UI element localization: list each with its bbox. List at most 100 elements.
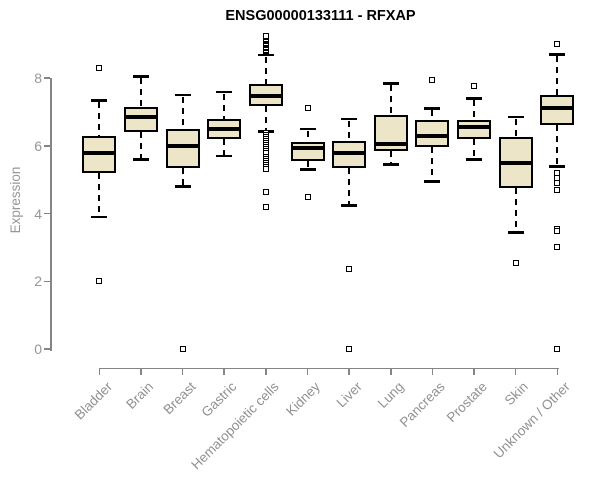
whisker-upper-kidney [306,130,309,143]
y-tick-label: 6 [34,137,42,154]
whisker-cap-upper-gastric [216,90,233,94]
whisker-cap-lower-lung [382,163,399,166]
whisker-cap-upper-brain [132,75,149,78]
outlier-kidney [304,193,311,200]
x-tick-label: Bladder [71,379,115,423]
median-hematopoietic-cells [248,93,283,98]
median-gastric [207,126,242,131]
y-tick-label: 0 [34,341,42,357]
outlier-skin [512,259,519,266]
whisker-lower-kidney [306,160,309,169]
y-axis-label: Expression [8,166,23,234]
x-tick-label: Liver [333,379,365,411]
median-skin [498,160,533,165]
x-axis-tick [473,369,475,375]
x-tick-label: Kidney [283,379,324,419]
outlier-bladder [96,278,103,285]
outlier-unknown-other [554,186,561,193]
y-tick-label: 4 [34,205,42,222]
x-axis-tick [265,369,267,375]
outlier-prostate [471,83,478,90]
y-axis-tick [44,280,50,282]
whisker-cap-lower-prostate [466,158,483,161]
whisker-upper-unknown-other [556,56,559,95]
whisker-cap-lower-gastric [216,154,233,158]
whisker-cap-upper-bladder [91,99,108,102]
median-prostate [457,125,492,130]
median-breast [165,143,200,148]
whisker-upper-breast [181,96,184,129]
whisker-lower-pancreas [431,147,434,181]
whisker-cap-lower-liver [341,204,358,207]
y-tick-label: 2 [34,273,42,290]
whisker-upper-liver [348,120,351,141]
x-axis-tick [306,369,309,375]
whisker-cap-upper-unknown-other [549,53,566,56]
whisker-lower-liver [348,167,351,205]
whisker-lower-breast [181,167,184,186]
whisker-lower-prostate [473,138,476,159]
outlier-pancreas [429,76,436,83]
box-prostate [457,120,492,139]
x-axis-tick [431,369,434,375]
median-brain [123,114,158,119]
whisker-lower-gastric [223,138,226,155]
whisker-lower-bladder [98,172,101,216]
y-axis-line [50,78,52,351]
whisker-upper-bladder [98,102,101,136]
whisker-cap-upper-kidney [299,127,316,131]
whisker-cap-upper-liver [341,117,358,121]
x-axis-tick [223,369,225,375]
x-tick-label: Pancreas [397,379,449,430]
chart-title: ENSG00000133111 - RFXAP [225,8,416,24]
box-kidney [290,142,325,161]
whisker-cap-upper-skin [507,115,524,119]
whisker-upper-skin [514,118,517,138]
x-tick-label: Unknown / Other [490,379,573,462]
median-lung [373,142,408,147]
median-bladder [82,150,117,155]
y-axis-tick [44,212,50,215]
x-axis-tick [390,369,392,375]
outlier-unknown-other [554,180,561,186]
x-tick-label: Prostate [443,379,490,426]
whisker-cap-upper-pancreas [424,107,441,110]
y-axis-tick [44,348,50,350]
x-axis-tick [514,369,517,375]
outlier-kidney [304,105,311,112]
outlier-unknown-other [554,41,561,48]
whisker-upper-prostate [473,100,476,121]
whisker-cap-lower-bladder [91,215,108,219]
whisker-cap-lower-brain [132,158,149,161]
y-axis-tick [44,77,50,79]
x-axis-tick [181,369,184,375]
whisker-lower-hematopoietic-cells [264,105,267,131]
whisker-cap-lower-pancreas [424,180,441,183]
outlier-unknown-other [554,228,561,235]
y-axis-tick [44,145,50,147]
outlier-liver [346,266,353,273]
x-axis-tick [98,369,101,375]
x-axis-tick [140,369,142,375]
outlier-hematopoietic-cells [262,204,269,211]
whisker-lower-unknown-other [556,125,559,166]
whisker-cap-upper-lung [382,82,399,85]
outlier-hematopoietic-cells [262,166,269,173]
x-tick-label: Skin [502,379,532,409]
whisker-cap-upper-breast [174,93,191,97]
whisker-cap-lower-kidney [299,168,316,171]
outlier-hematopoietic-cells [262,32,269,39]
whisker-cap-lower-skin [507,231,524,234]
whisker-cap-lower-unknown-other [549,165,566,168]
outlier-breast [179,346,186,352]
whisker-lower-lung [389,150,392,164]
whisker-lower-brain [139,132,142,159]
x-axis-tick [556,369,559,375]
median-kidney [290,146,325,151]
x-tick-label: Breast [159,379,199,418]
box-breast [165,128,200,168]
whisker-upper-gastric [223,93,226,119]
whisker-cap-upper-prostate [466,97,483,100]
whisker-upper-brain [139,78,142,107]
x-axis-tick [348,369,350,375]
